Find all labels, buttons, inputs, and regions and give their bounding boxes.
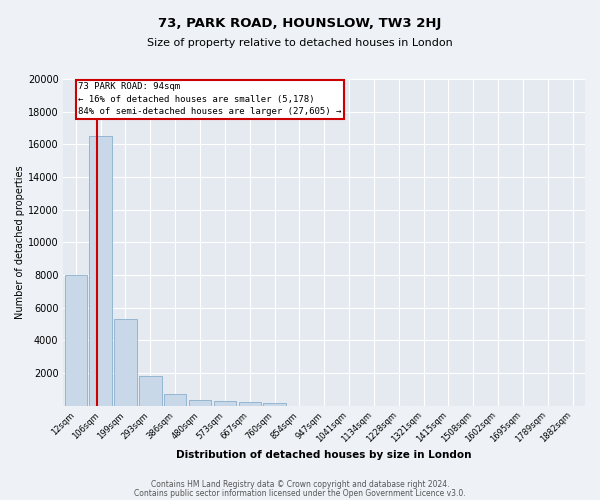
Bar xyxy=(89,136,112,406)
Y-axis label: Number of detached properties: Number of detached properties xyxy=(15,166,25,319)
Bar xyxy=(239,402,261,406)
Bar xyxy=(115,319,137,406)
X-axis label: Distribution of detached houses by size in London: Distribution of detached houses by size … xyxy=(176,450,472,460)
Text: Size of property relative to detached houses in London: Size of property relative to detached ho… xyxy=(147,38,453,48)
Bar xyxy=(164,394,187,406)
Bar xyxy=(139,376,161,406)
Bar xyxy=(263,403,286,406)
Text: Contains public sector information licensed under the Open Government Licence v3: Contains public sector information licen… xyxy=(134,489,466,498)
Text: 73 PARK ROAD: 94sqm
← 16% of detached houses are smaller (5,178)
84% of semi-det: 73 PARK ROAD: 94sqm ← 16% of detached ho… xyxy=(78,82,341,116)
Bar xyxy=(214,402,236,406)
Bar xyxy=(189,400,211,406)
Text: Contains HM Land Registry data © Crown copyright and database right 2024.: Contains HM Land Registry data © Crown c… xyxy=(151,480,449,489)
Text: 73, PARK ROAD, HOUNSLOW, TW3 2HJ: 73, PARK ROAD, HOUNSLOW, TW3 2HJ xyxy=(158,18,442,30)
Bar xyxy=(65,275,87,406)
